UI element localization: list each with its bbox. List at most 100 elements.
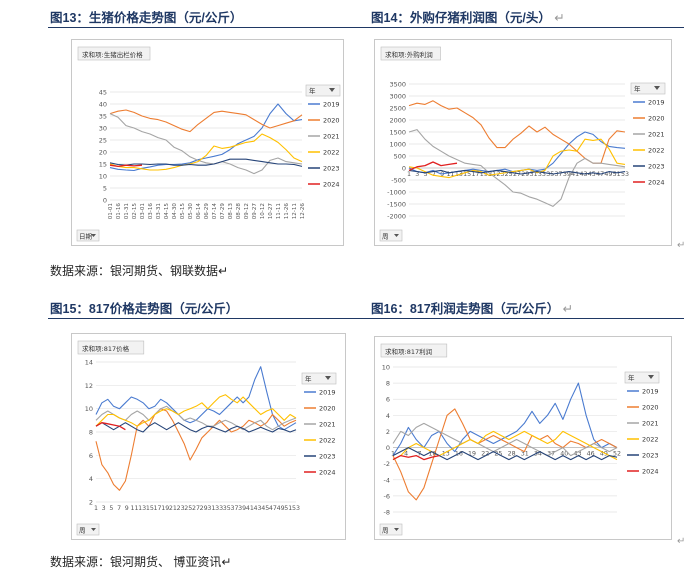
c16-filter-button-box bbox=[379, 523, 403, 536]
c15-filter-button-box bbox=[76, 523, 100, 536]
c13-ytick-label: 10 bbox=[99, 173, 107, 181]
c14-xtick-label: 35 bbox=[546, 171, 554, 178]
c15-series-2020 bbox=[95, 408, 297, 491]
c16-legend-filter-icon bbox=[648, 375, 654, 379]
c13-xtick-label: 04-30 bbox=[172, 203, 178, 220]
c16-legend-label-2024: 2024 bbox=[642, 468, 659, 476]
c14-ytick-label: -500 bbox=[391, 177, 406, 185]
c16-series-2021 bbox=[392, 422, 618, 457]
fig13-heading: 图13：生猪价格走势图（元/公斤） bbox=[50, 11, 243, 25]
c15-series-2023 bbox=[95, 422, 297, 433]
c16-ytick-label: 4 bbox=[386, 412, 390, 420]
c13-xtick-label: 12-11 bbox=[292, 203, 298, 220]
c14-legend-label-2024: 2024 bbox=[648, 179, 665, 187]
chart-16-frame: 求和项:817利润 -8 -6 -4 -2 0 2 4 6 8 10 1 4 7 10 13 16 19 22 25 2… bbox=[374, 336, 672, 540]
c16-legend-label-2022: 2022 bbox=[642, 436, 659, 444]
c13-legend-label-2022: 2022 bbox=[323, 149, 340, 157]
c15-ytick-label: 6 bbox=[89, 452, 93, 460]
chart-14-frame: 求和项:外购利润 -2000 -1500 -1000 -500 0 500 1000 1500 2… bbox=[374, 39, 672, 246]
c16-field-tag: 求和项:817利润 bbox=[385, 347, 432, 356]
c16-xtick-label: 4 bbox=[404, 451, 408, 458]
c13-field-tag-box bbox=[77, 46, 151, 61]
c15-field-tag: 求和项:817价格 bbox=[82, 344, 130, 353]
c14-filter-dropdown-icon bbox=[394, 234, 399, 237]
c14-xtick-label: 41 bbox=[571, 171, 579, 178]
c16-xtick-label: 7 bbox=[417, 451, 421, 458]
c13-xtick-label: 02-15 bbox=[132, 203, 138, 220]
c13-legend-filter-icon bbox=[329, 88, 335, 92]
c14-xtick-label: 7 bbox=[432, 171, 436, 178]
fig14-heading: 图14：外购仔猪利润图（元/头） ↵ bbox=[371, 11, 565, 25]
c15-legend-label-2024: 2024 bbox=[319, 469, 336, 477]
c13-xtick-label: 07-14 bbox=[212, 203, 218, 220]
c15-ytick-label: 4 bbox=[89, 475, 93, 483]
c14-field-tag: 求和项:外购利润 bbox=[385, 50, 433, 59]
c13-ytick-label: 0 bbox=[103, 197, 107, 205]
c13-xtick-label: 05-15 bbox=[180, 203, 186, 220]
c16-ytick-label: 10 bbox=[382, 364, 390, 372]
return-mark: ↵ bbox=[677, 240, 686, 251]
fig16-heading: 图16：817利润走势图（元/公斤） ↵ bbox=[371, 302, 574, 316]
c16-xtick-label: 1 bbox=[391, 451, 395, 458]
c15-xtick-label: 15 bbox=[146, 505, 154, 512]
c16-xtick-label: 19 bbox=[468, 451, 476, 458]
c16-series-2023 bbox=[392, 447, 618, 461]
c16-series-2024 bbox=[392, 454, 440, 461]
chart-13-hog-price: 求和项:生猪出栏价格 0 5 10 15 20 25 30 35 40 45 01-01 01-16 01… bbox=[76, 46, 341, 242]
c15-xtick-label: 43 bbox=[254, 505, 262, 512]
c14-ytick-label: 2500 bbox=[389, 105, 406, 113]
c16-legend-label-2020: 2020 bbox=[642, 404, 659, 412]
c15-series-2024 bbox=[95, 422, 126, 431]
c13-xtick-label: 01-16 bbox=[116, 203, 122, 220]
c15-ytick-label: 14 bbox=[85, 359, 93, 367]
c14-legend-label-2020: 2020 bbox=[648, 115, 665, 123]
c13-ytick-label: 30 bbox=[99, 125, 107, 133]
c16-field-tag-box bbox=[380, 343, 448, 358]
c14-xtick-label: 15 bbox=[463, 171, 471, 178]
c14-xtick-label: 31 bbox=[530, 171, 538, 178]
c13-filter-button-box bbox=[76, 229, 100, 242]
heading-rule-top bbox=[48, 27, 684, 28]
c13-xtick-label: 01-01 bbox=[108, 203, 114, 220]
c16-series-2019 bbox=[392, 382, 618, 456]
c15-xtick-label: 29 bbox=[200, 505, 208, 512]
c16-ytick-label: 8 bbox=[386, 380, 390, 388]
c15-xtick-label: 33 bbox=[215, 505, 223, 512]
c13-legend-header-box bbox=[305, 84, 341, 97]
c14-series-2021 bbox=[408, 129, 626, 207]
c15-filter-button-label: 周 bbox=[79, 527, 86, 535]
c13-legend-label-2020: 2020 bbox=[323, 117, 340, 125]
c13-xtick-label: 08-13 bbox=[228, 203, 234, 220]
c14-xtick-label: 39 bbox=[563, 171, 571, 178]
c15-xtick-label: 49 bbox=[277, 505, 285, 512]
c15-xtick-label: 7 bbox=[117, 505, 121, 512]
c16-ytick-label: -6 bbox=[384, 492, 390, 500]
c13-ytick-label: 5 bbox=[103, 185, 107, 193]
c14-legend-filter-icon bbox=[654, 86, 660, 90]
c14-xtick-label: 3 bbox=[415, 171, 419, 178]
c14-xtick-label: 1 bbox=[407, 171, 411, 178]
c14-xtick-label: 25 bbox=[505, 171, 513, 178]
c15-ytick-label: 12 bbox=[85, 382, 93, 390]
c15-xtick-label: 13 bbox=[138, 505, 146, 512]
c14-legend-label-2022: 2022 bbox=[648, 147, 665, 155]
c14-field-tag-box bbox=[380, 46, 441, 61]
c16-xtick-label: 40 bbox=[560, 451, 568, 458]
c14-xtick-label: 45 bbox=[588, 171, 596, 178]
c14-xtick-label: 47 bbox=[596, 171, 604, 178]
c16-xtick-label: 46 bbox=[587, 451, 595, 458]
c13-xtick-label: 07-29 bbox=[220, 203, 226, 220]
c16-filter-dropdown-icon bbox=[394, 528, 399, 531]
chart-14-piglet-profit: 求和项:外购利润 -2000 -1500 -1000 -500 0 500 1000 1500 2… bbox=[379, 46, 666, 242]
c15-xtick-label: 11 bbox=[130, 505, 138, 512]
c14-xtick-label: 19 bbox=[480, 171, 488, 178]
c16-xtick-label: 52 bbox=[613, 451, 621, 458]
c14-xtick-label: 43 bbox=[579, 171, 587, 178]
c14-ytick-label: -1500 bbox=[387, 201, 406, 209]
c13-series-2022 bbox=[109, 133, 303, 171]
c14-xtick-label: 51 bbox=[613, 171, 621, 178]
c15-xtick-label: 3 bbox=[102, 505, 106, 512]
c13-series-2021 bbox=[109, 113, 303, 175]
c15-legend-header-box bbox=[301, 372, 337, 385]
